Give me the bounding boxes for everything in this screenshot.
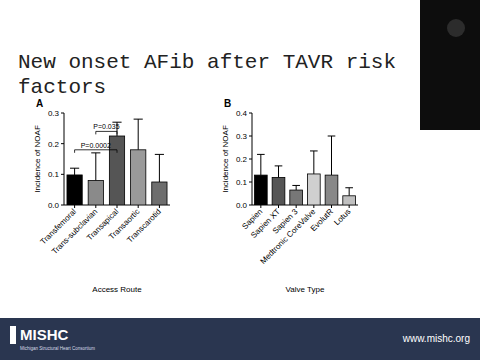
error-cap [134, 119, 143, 120]
bar [131, 150, 146, 205]
y-tick [61, 205, 64, 206]
title-line: factors [18, 76, 106, 99]
y-axis-label: Incidence of NOAF [33, 125, 42, 193]
y-tick-label: 0.3 [48, 109, 60, 118]
y-tick-label: 0.1 [236, 178, 248, 187]
x-tick-label: Lotus [332, 207, 352, 227]
footer-bar [0, 318, 480, 360]
x-tick [313, 205, 314, 208]
x-tick [296, 205, 297, 208]
error-bar [349, 188, 350, 196]
y-tick-label: 0.3 [236, 132, 248, 141]
x-axis [252, 205, 358, 206]
footer-tagline: Michigan Structural Heart Consortium [20, 346, 95, 351]
error-bar [159, 154, 160, 182]
x-axis-label: Valve Type [286, 285, 325, 294]
x-axis-label: Access Route [92, 285, 142, 294]
chart-b: B0.00.10.20.30.4Incidence of NOAFSapienS… [221, 98, 358, 294]
panel-letter: B [224, 98, 231, 109]
footer-url: www.mishc.org [402, 333, 470, 344]
y-tick-label: 0.0 [48, 201, 60, 210]
bar [254, 175, 267, 205]
significance-bracket [75, 150, 117, 153]
y-tick [249, 205, 252, 206]
bar [325, 175, 338, 205]
error-cap [345, 187, 353, 188]
error-cap [155, 154, 164, 155]
marks [67, 119, 167, 205]
y-tick [249, 136, 252, 137]
x-tick-label: Medtronic CoreValve [258, 207, 317, 266]
bar [67, 175, 82, 205]
chart-a: A0.00.10.20.3Incidence of NOAFTransfemor… [33, 98, 170, 294]
error-cap [275, 165, 283, 166]
y-tick-label: 0.0 [236, 201, 248, 210]
background [0, 0, 480, 360]
error-bar [313, 151, 314, 174]
error-bar [95, 153, 96, 181]
y-tick [249, 159, 252, 160]
slide-title: New onset AFib after TAVR riskfactors [18, 51, 396, 99]
x-tick [95, 205, 96, 208]
error-cap [70, 168, 79, 169]
bar [109, 136, 124, 205]
significance-bracket [96, 131, 117, 134]
error-cap [257, 154, 265, 155]
x-tick [349, 205, 350, 208]
error-bar [296, 185, 297, 190]
error-cap [91, 152, 100, 153]
bar [88, 180, 103, 205]
webcam-person [447, 19, 465, 37]
y-tick [61, 174, 64, 175]
bar [290, 190, 303, 205]
y-tick-label: 0.4 [236, 109, 248, 118]
y-tick [61, 113, 64, 114]
y-tick [61, 143, 64, 144]
x-tick [117, 205, 118, 208]
bar [343, 196, 356, 205]
y-tick-label: 0.2 [48, 140, 60, 149]
error-cap [292, 185, 300, 186]
error-bar [260, 154, 261, 175]
x-tick [278, 205, 279, 208]
bar [152, 182, 167, 205]
x-tick-label: EvolutR [309, 207, 335, 233]
marks [254, 136, 355, 205]
y-tick-label: 0.1 [48, 170, 60, 179]
p-value: P=0.035 [93, 123, 119, 130]
x-tick [159, 205, 160, 208]
error-bar [138, 119, 139, 150]
x-tick [74, 205, 75, 208]
webcam-box [420, 0, 480, 130]
error-bar [331, 136, 332, 175]
y-axis [64, 113, 65, 205]
error-cap [328, 136, 336, 137]
title-line: New onset AFib after TAVR risk [18, 51, 396, 74]
y-axis-label: Incidence of NOAF [221, 125, 230, 193]
bar [272, 177, 285, 205]
y-tick [249, 182, 252, 183]
x-tick [138, 205, 139, 208]
error-cap [310, 150, 318, 151]
x-tick-label: Transcarotid [125, 207, 163, 245]
error-bar [278, 166, 279, 178]
y-tick-label: 0.2 [236, 155, 248, 164]
slide: New onset AFib after TAVR riskfactorsA 0.… [0, 0, 480, 360]
logo-icon [10, 326, 16, 344]
x-tick [331, 205, 332, 208]
error-bar [74, 168, 75, 175]
footer-logo: MISHC [20, 326, 69, 343]
panel-letter: A [36, 98, 43, 109]
y-tick [249, 113, 252, 114]
bar [307, 174, 320, 205]
x-tick [260, 205, 261, 208]
p-value: P=0.0002 [81, 142, 111, 149]
